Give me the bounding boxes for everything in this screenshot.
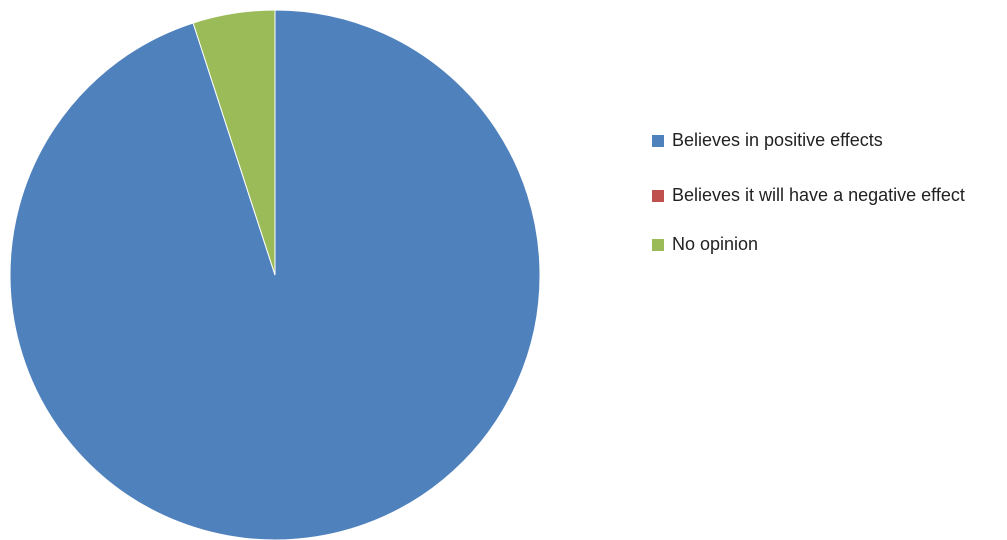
legend-swatch-positive <box>652 135 664 147</box>
legend-item-negative: Believes it will have a negative effect <box>652 183 1002 208</box>
legend-swatch-negative <box>652 190 664 202</box>
legend-swatch-no-opinion <box>652 239 664 251</box>
legend-item-no-opinion: No opinion <box>652 232 1002 257</box>
pie-chart <box>9 9 541 540</box>
pie-slice-no-opinion <box>192 9 276 276</box>
legend-label-negative: Believes it will have a negative effect <box>672 185 965 205</box>
legend-item-positive: Believes in positive effects <box>652 128 1002 153</box>
chart-legend: Believes in positive effects Believes it… <box>652 128 1002 287</box>
legend-label-positive: Believes in positive effects <box>672 130 883 150</box>
pie-chart-svg <box>9 9 541 540</box>
legend-label-no-opinion: No opinion <box>672 234 759 254</box>
